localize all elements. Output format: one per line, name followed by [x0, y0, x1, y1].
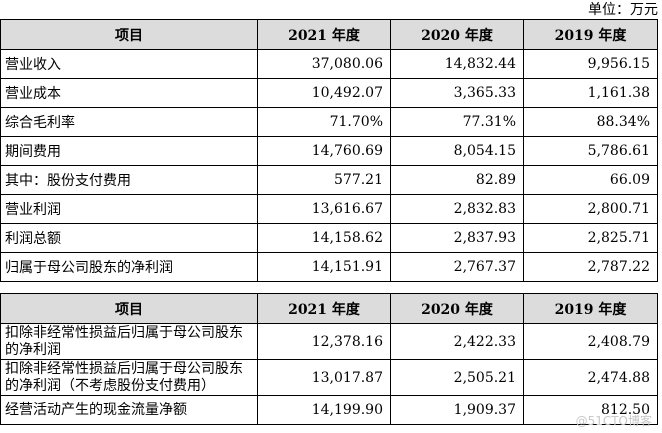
- value-cell: 2,408.79: [523, 323, 658, 360]
- value-cell: 14,760.69: [257, 136, 391, 166]
- value-cell: 66.09: [523, 165, 658, 195]
- value-cell: 1,909.37: [390, 395, 524, 425]
- value-cell: 2,787.22: [523, 252, 658, 282]
- table-row: 综合毛利率 71.70% 77.31% 88.34%: [0, 107, 658, 137]
- table-row: 扣除非经常性损益后归属于母公司股东的净利润（不考虑股份支付费用） 13,017.8…: [0, 359, 658, 396]
- value-cell: 2,832.83: [390, 194, 524, 224]
- unit-label: 单位：万元: [588, 2, 658, 18]
- value-cell: 14,158.62: [257, 223, 391, 253]
- watermark-text: @51CTO博客: [575, 414, 652, 428]
- profit-cashflow-table: 项目 2021 年度 2020 年度 2019 年度 扣除非经常性损益后归属于母…: [0, 293, 658, 425]
- column-header-2020: 2020 年度: [390, 293, 524, 324]
- value-cell: 37,080.06: [257, 49, 391, 79]
- column-header-2021: 2021 年度: [257, 19, 391, 50]
- row-label-cell: 扣除非经常性损益后归属于母公司股东的净利润: [0, 323, 258, 360]
- value-cell: 2,422.33: [390, 323, 524, 360]
- value-cell: 2,837.93: [390, 223, 524, 253]
- value-cell: 12,378.16: [257, 323, 391, 360]
- value-cell: 2,800.71: [523, 194, 658, 224]
- value-cell: 77.31%: [390, 107, 524, 137]
- value-cell: 1,161.38: [523, 78, 658, 108]
- column-header-item: 项目: [0, 19, 258, 50]
- column-header-2019: 2019 年度: [523, 293, 658, 324]
- table-row: 经营活动产生的现金流量净额 14,199.90 1,909.37 812.50: [0, 395, 658, 425]
- value-cell: 577.21: [257, 165, 391, 195]
- value-cell: 9,956.15: [523, 49, 658, 79]
- row-label-cell: 期间费用: [0, 136, 258, 166]
- table-row: 其中：股份支付费用 577.21 82.89 66.09: [0, 165, 658, 195]
- value-cell: 2,474.88: [523, 359, 658, 396]
- column-header-2020: 2020 年度: [390, 19, 524, 50]
- row-label-cell: 营业利润: [0, 194, 258, 224]
- value-cell: 8,054.15: [390, 136, 524, 166]
- table-header-row: 项目 2021 年度 2020 年度 2019 年度: [0, 293, 658, 324]
- table-row: 扣除非经常性损益后归属于母公司股东的净利润 12,378.16 2,422.33 2,…: [0, 323, 658, 360]
- table-row: 营业成本 10,492.07 3,365.33 1,161.38: [0, 78, 658, 108]
- row-label-cell: 综合毛利率: [0, 107, 258, 137]
- value-cell: 13,616.67: [257, 194, 391, 224]
- table-row: 利润总额 14,158.62 2,837.93 2,825.71: [0, 223, 658, 253]
- row-label-cell: 其中：股份支付费用: [0, 165, 258, 195]
- value-cell: 14,151.91: [257, 252, 391, 282]
- row-label-cell: 归属于母公司股东的净利润: [0, 252, 258, 282]
- row-label-cell: 营业收入: [0, 49, 258, 79]
- row-label-cell: 利润总额: [0, 223, 258, 253]
- value-cell: 82.89: [390, 165, 524, 195]
- column-header-2019: 2019 年度: [523, 19, 658, 50]
- value-cell: 14,199.90: [257, 395, 391, 425]
- value-cell: 14,832.44: [390, 49, 524, 79]
- table-row: 营业收入 37,080.06 14,832.44 9,956.15: [0, 49, 658, 79]
- row-label-cell: 扣除非经常性损益后归属于母公司股东的净利润（不考虑股份支付费用）: [0, 359, 258, 396]
- column-header-2021: 2021 年度: [257, 293, 391, 324]
- value-cell: 812.50: [523, 395, 658, 425]
- table-row: 期间费用 14,760.69 8,054.15 5,786.61: [0, 136, 658, 166]
- column-header-item: 项目: [0, 293, 258, 324]
- value-cell: 3,365.33: [390, 78, 524, 108]
- table-header-row: 项目 2021 年度 2020 年度 2019 年度: [0, 19, 658, 50]
- row-label-cell: 营业成本: [0, 78, 258, 108]
- table-row: 归属于母公司股东的净利润 14,151.91 2,767.37 2,787.22: [0, 252, 658, 282]
- table-row: 营业利润 13,616.67 2,832.83 2,800.71: [0, 194, 658, 224]
- value-cell: 2,825.71: [523, 223, 658, 253]
- income-summary-table: 项目 2021 年度 2020 年度 2019 年度 营业收入 37,080.06…: [0, 19, 658, 282]
- value-cell: 2,505.21: [390, 359, 524, 396]
- value-cell: 71.70%: [257, 107, 391, 137]
- value-cell: 10,492.07: [257, 78, 391, 108]
- value-cell: 5,786.61: [523, 136, 658, 166]
- value-cell: 2,767.37: [390, 252, 524, 282]
- row-label-cell: 经营活动产生的现金流量净额: [0, 395, 258, 425]
- value-cell: 88.34%: [523, 107, 658, 137]
- value-cell: 13,017.87: [257, 359, 391, 396]
